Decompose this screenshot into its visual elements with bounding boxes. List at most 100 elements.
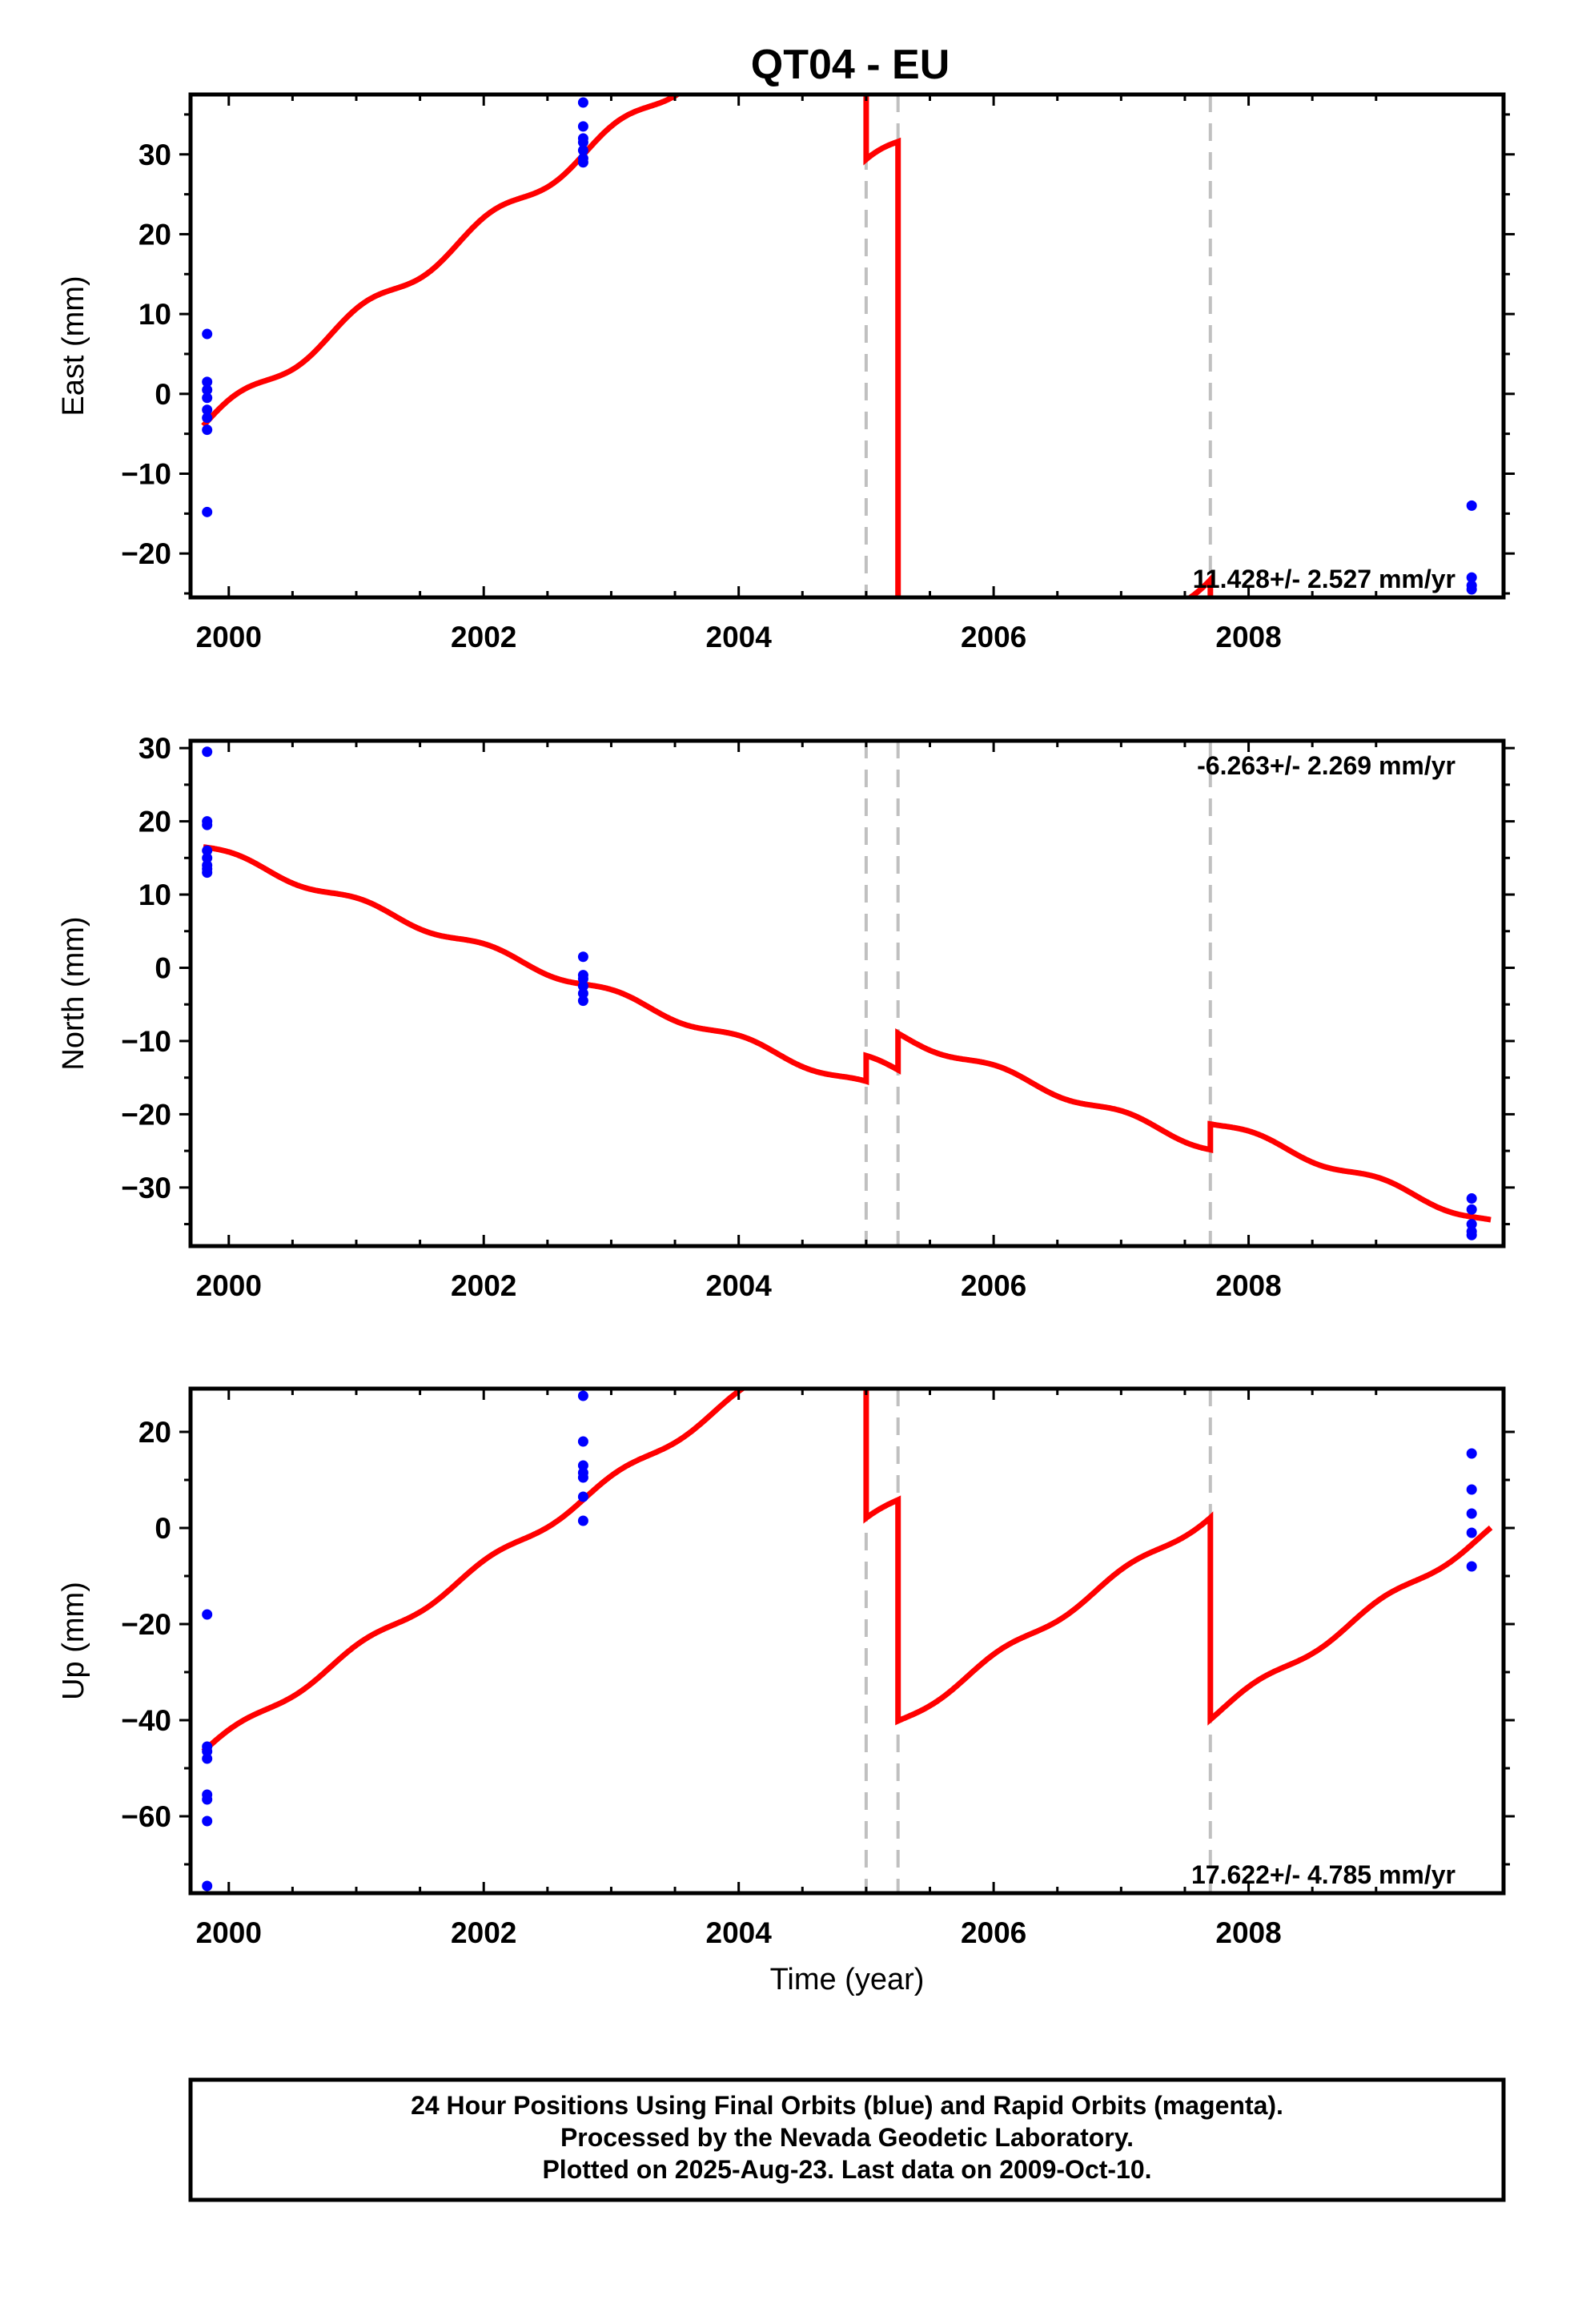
- rate-label-up: 17.622+/- 4.785 mm/yr: [1191, 1860, 1456, 1889]
- model-line-east: [201, 94, 1214, 597]
- x-tick-label-east-4: 2008: [1215, 621, 1281, 653]
- data-point-east-7: [202, 506, 213, 517]
- chart-title: QT04 - EU: [751, 42, 950, 88]
- plot-frame-north: [188, 738, 1506, 1248]
- data-point-east-8: [577, 97, 588, 108]
- data-point-up-14: [577, 1515, 588, 1526]
- footer-box: 24 Hour Positions Using Final Orbits (bl…: [188, 2077, 1506, 2202]
- data-point-up-13: [577, 1491, 588, 1502]
- data-point-up-17: [1466, 1508, 1477, 1519]
- y-tick-label-north-1: −20: [121, 1098, 171, 1131]
- x-tick-label-north-3: 2006: [961, 1269, 1026, 1302]
- data-point-north-16: [1466, 1219, 1477, 1230]
- model-line-north: [203, 844, 1492, 1223]
- rate-label-east: 11.428+/- 2.527 mm/yr: [1193, 565, 1456, 593]
- data-point-east-3: [202, 392, 213, 404]
- y-tick-label-east-3: 10: [139, 298, 171, 331]
- data-point-up-6: [202, 1815, 213, 1827]
- data-point-east-5: [202, 412, 213, 424]
- data-point-east-6: [202, 424, 213, 436]
- y-tick-label-north-4: 10: [139, 879, 171, 911]
- panel-up: 2000 2002 2004 2006 2008 −60 −40 −20 0 20 Up (mm) 1…: [57, 1386, 1515, 1949]
- footer-line-1: 24 Hour Positions Using Final Orbits (bl…: [411, 2091, 1283, 2120]
- y-tick-label-east-1: −10: [121, 457, 171, 490]
- y-tick-label-east-5: 30: [139, 139, 171, 171]
- data-point-north-13: [577, 995, 588, 1007]
- x-tick-label-north-0: 2000: [196, 1269, 262, 1302]
- y-tick-label-north-3: 0: [155, 951, 171, 984]
- data-point-up-7: [202, 1880, 213, 1892]
- footer-line-3: Plotted on 2025-Aug-23. Last data on 200…: [542, 2155, 1151, 2184]
- data-point-east-2: [202, 384, 213, 396]
- x-tick-label-north-2: 2004: [706, 1269, 773, 1302]
- panel-north: 2000 2002 2004 2006 2008 −30 −20 −10 0 10 20 30 Nort…: [57, 732, 1515, 1302]
- data-point-north-8: [577, 951, 588, 963]
- data-point-east-0: [202, 328, 213, 340]
- y-tick-label-north-5: 20: [139, 806, 171, 838]
- data-point-up-19: [1466, 1561, 1477, 1572]
- panel-east: 2000 2002 2004 2006 2008 −20 −10 0 10 20 30 East (m…: [57, 92, 1515, 653]
- y-tick-label-up-0: −60: [121, 1800, 171, 1833]
- x-tick-label-up-3: 2006: [961, 1916, 1026, 1949]
- data-point-east-15: [1466, 500, 1477, 511]
- plot-frame-east: [188, 92, 1506, 600]
- data-point-up-9: [577, 1436, 588, 1447]
- data-point-north-4: [202, 852, 213, 863]
- data-point-east-4: [202, 404, 213, 416]
- data-point-east-9: [577, 121, 588, 132]
- data-point-north-11: [577, 980, 588, 991]
- data-point-east-1: [202, 376, 213, 388]
- data-point-north-14: [1466, 1193, 1477, 1204]
- plot-frame-up: [188, 1386, 1506, 1896]
- x-tick-label-north-1: 2002: [451, 1269, 516, 1302]
- data-point-up-18: [1466, 1527, 1477, 1538]
- y-tick-label-north-0: −30: [121, 1172, 171, 1204]
- model-line-up: [201, 1389, 1493, 1754]
- data-point-up-10: [577, 1460, 588, 1471]
- data-point-east-12: [577, 145, 588, 156]
- y-tick-label-up-3: 0: [155, 1512, 171, 1545]
- y-tick-label-up-1: −40: [121, 1704, 171, 1737]
- y-axis-label-east: East (mm): [57, 275, 90, 416]
- x-tick-label-east-3: 2006: [961, 621, 1026, 653]
- y-tick-label-east-4: 20: [139, 218, 171, 251]
- data-point-up-0: [202, 1609, 213, 1620]
- data-point-up-16: [1466, 1484, 1477, 1495]
- data-point-east-14: [577, 157, 588, 168]
- data-point-north-3: [202, 845, 213, 856]
- footer-line-2: Processed by the Nevada Geodetic Laborat…: [560, 2123, 1134, 2152]
- data-point-north-15: [1466, 1204, 1477, 1215]
- data-point-north-0: [202, 746, 213, 758]
- rate-label-north: -6.263+/- 2.269 mm/yr: [1197, 751, 1456, 780]
- data-point-up-12: [577, 1472, 588, 1483]
- data-point-north-10: [577, 973, 588, 984]
- data-point-north-2: [202, 819, 213, 830]
- data-point-east-16: [1466, 572, 1477, 583]
- data-point-up-2: [202, 1746, 213, 1757]
- x-tick-label-east-0: 2000: [196, 621, 262, 653]
- x-tick-label-up-4: 2008: [1215, 1916, 1281, 1949]
- data-point-up-8: [577, 1390, 588, 1401]
- y-tick-label-east-2: 0: [155, 378, 171, 411]
- x-tick-label-north-4: 2008: [1215, 1269, 1281, 1302]
- data-point-north-7: [202, 867, 213, 879]
- y-tick-label-north-2: −10: [121, 1025, 171, 1058]
- y-axis-label-up: Up (mm): [57, 1582, 90, 1700]
- y-tick-label-north-6: 30: [139, 732, 171, 765]
- data-point-east-18: [1466, 584, 1477, 595]
- x-tick-label-east-2: 2004: [706, 621, 773, 653]
- data-point-north-18: [1466, 1229, 1477, 1240]
- x-tick-label-up-0: 2000: [196, 1916, 262, 1949]
- x-tick-label-up-2: 2004: [706, 1916, 773, 1949]
- x-tick-label-east-1: 2002: [451, 621, 516, 653]
- y-tick-label-east-0: −20: [121, 537, 171, 570]
- x-tick-label-up-1: 2002: [451, 1916, 516, 1949]
- y-tick-label-up-4: 20: [139, 1416, 171, 1449]
- data-point-east-11: [577, 137, 588, 148]
- y-axis-label-north: North (mm): [57, 916, 90, 1070]
- x-axis-label: Time (year): [770, 1963, 925, 1996]
- data-point-up-3: [202, 1753, 213, 1764]
- data-point-up-15: [1466, 1448, 1477, 1459]
- y-tick-label-up-2: −20: [121, 1608, 171, 1641]
